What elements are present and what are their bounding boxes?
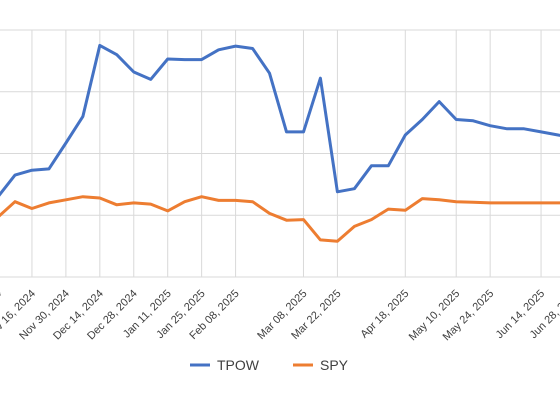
legend-label-spy: SPY — [320, 357, 349, 373]
x-tick-label: Apr 18, 2025 — [358, 288, 411, 341]
chart-legend: TPOW SPY — [190, 357, 349, 373]
series-line-spy — [0, 195, 560, 243]
chart-gridlines — [0, 29, 560, 278]
series-line-tpow — [0, 43, 560, 197]
legend-label-tpow: TPOW — [217, 357, 260, 373]
chart-plot-area — [0, 43, 560, 243]
